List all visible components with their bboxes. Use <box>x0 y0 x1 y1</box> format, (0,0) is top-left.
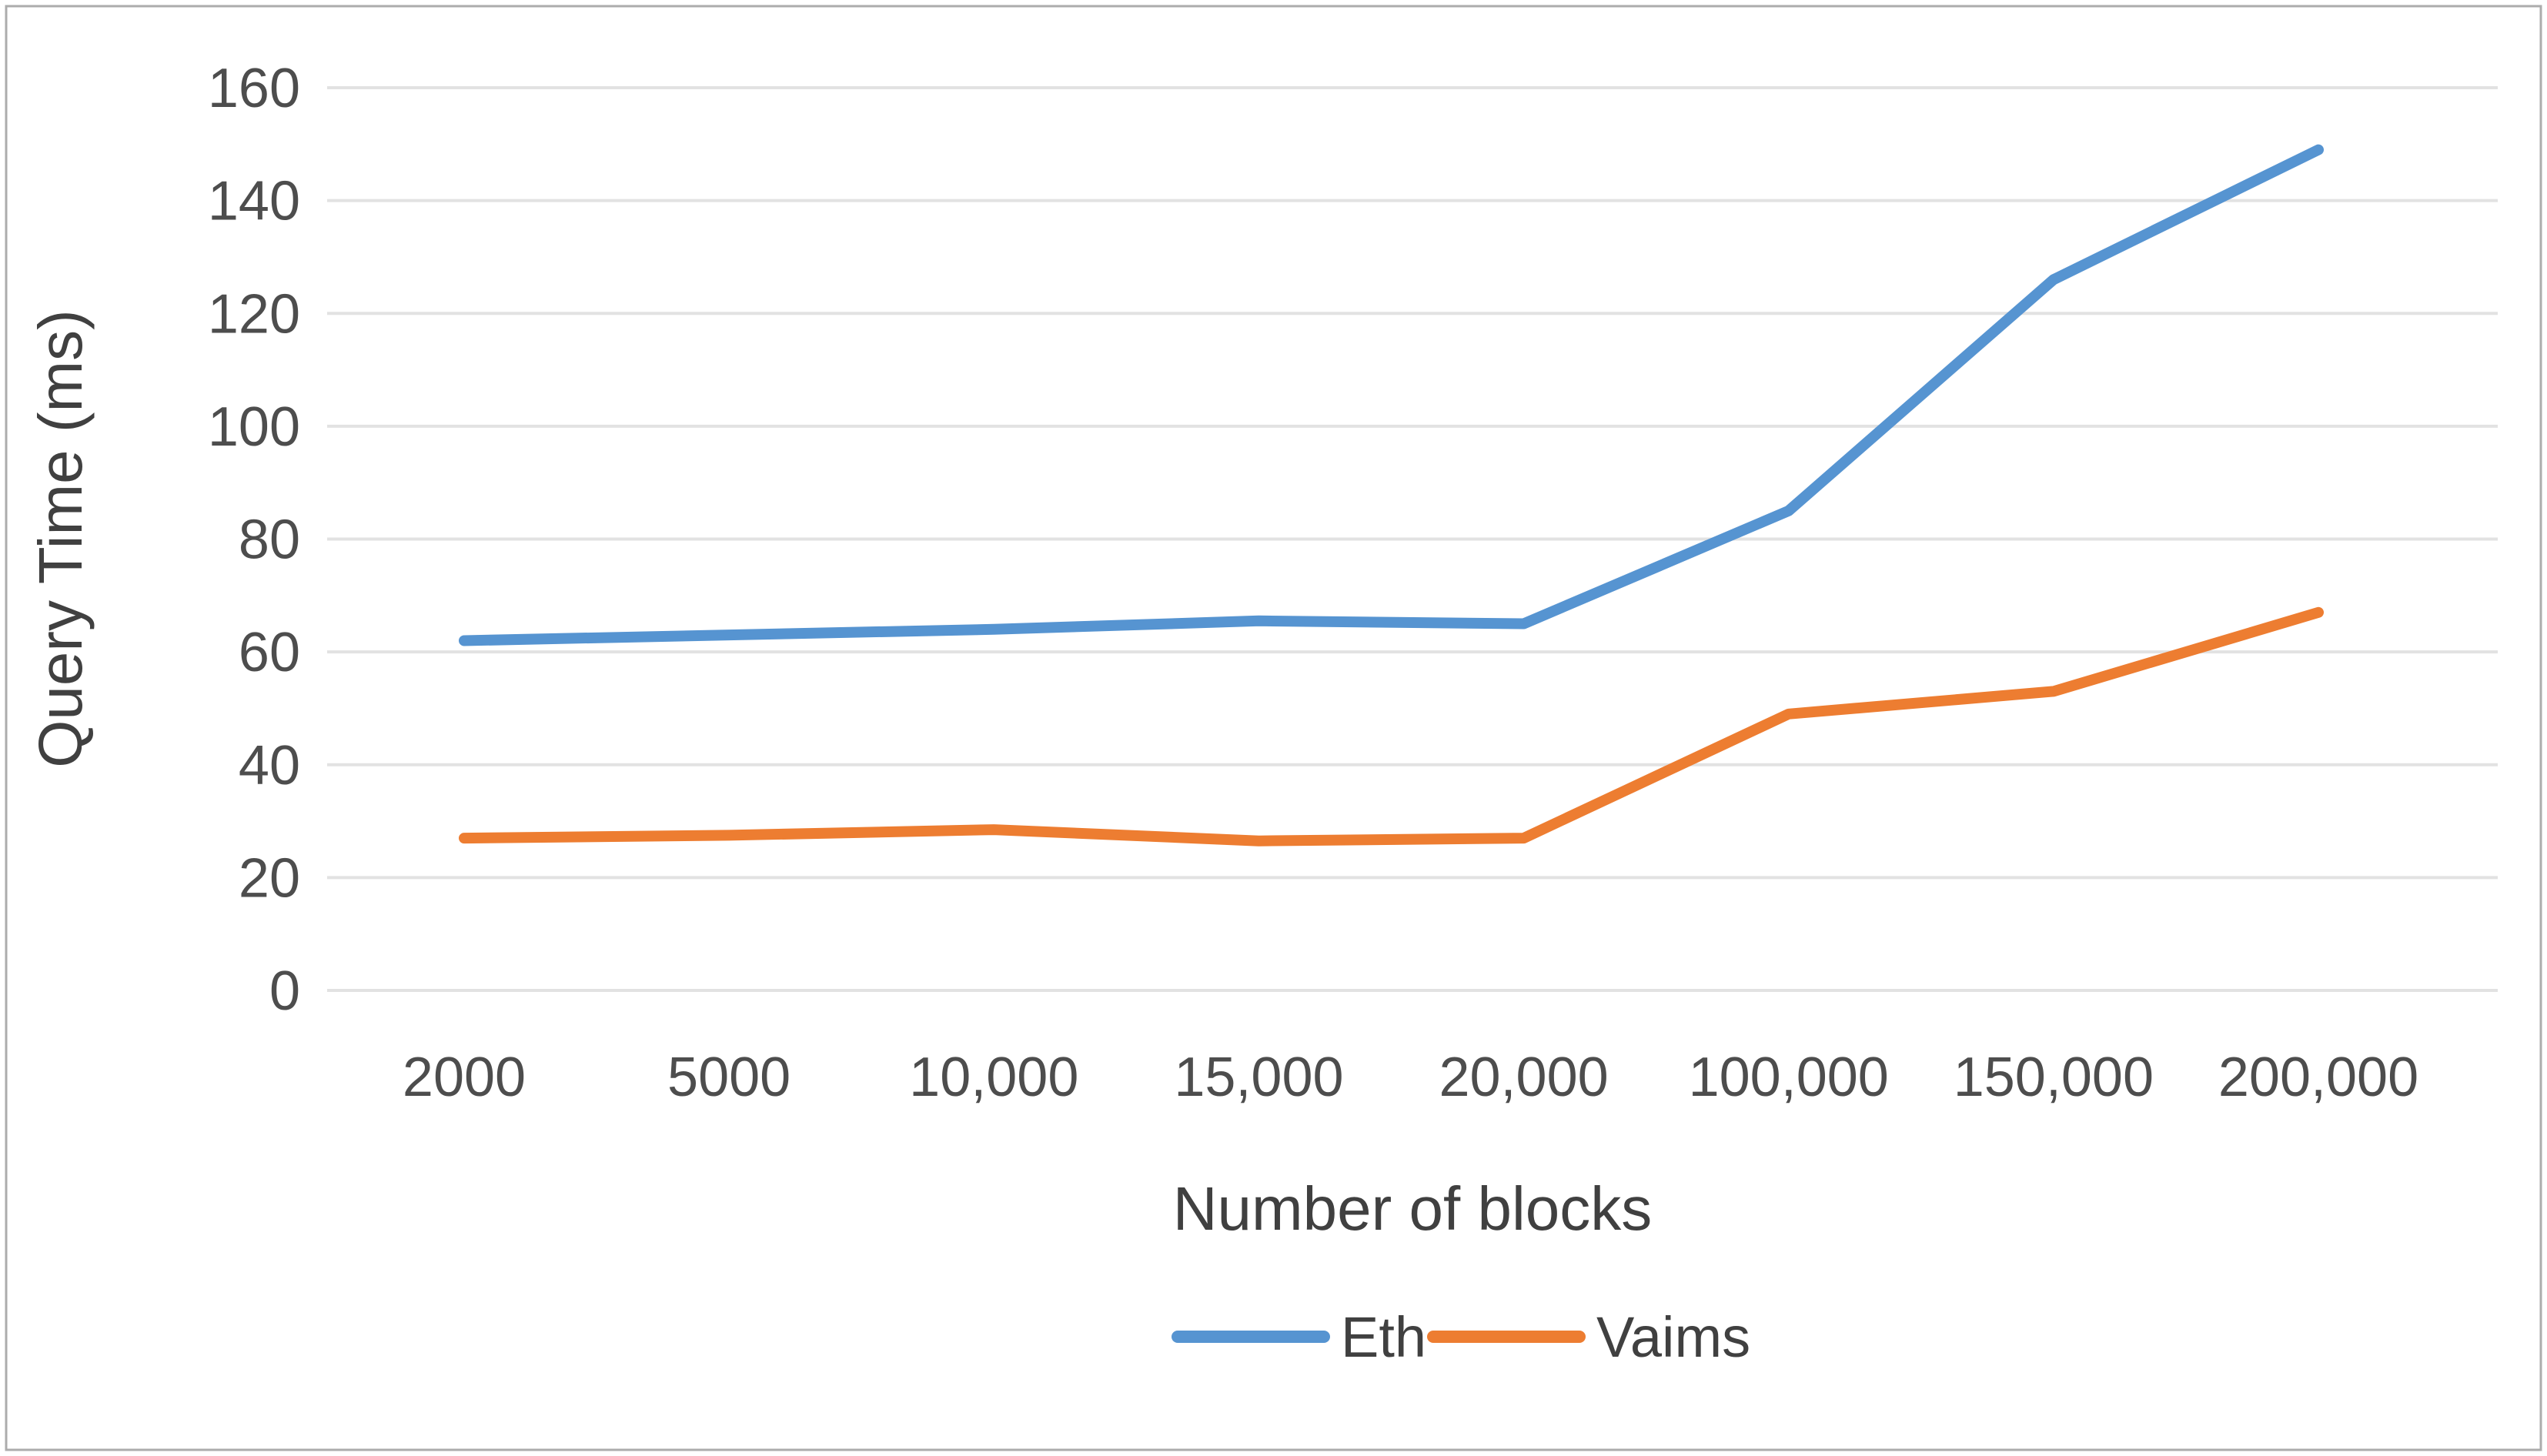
figure-border <box>5 5 2542 1451</box>
y-tick-label: 120 <box>208 283 300 345</box>
y-tick-label: 160 <box>208 58 300 119</box>
y-tick-label: 140 <box>208 171 300 232</box>
x-tick-label: 20,000 <box>1439 1047 1608 1108</box>
y-tick-label: 80 <box>239 509 300 571</box>
x-tick-label: 150,000 <box>1954 1047 2154 1108</box>
y-tick-label: 0 <box>269 960 300 1022</box>
x-tick-label: 200,000 <box>2218 1047 2418 1108</box>
y-tick-label: 60 <box>239 622 300 683</box>
legend-label-vaims: Vaims <box>1596 1305 1750 1369</box>
y-axis-title: Query Time (ms) <box>26 309 95 768</box>
series-line-vaims <box>459 606 2324 847</box>
y-tick-label: 40 <box>239 735 300 796</box>
y-tick-label: 20 <box>239 847 300 909</box>
x-tick-label: 2000 <box>403 1047 526 1108</box>
x-tick-label: 100,000 <box>1689 1047 1889 1108</box>
series-line-eth <box>459 144 2324 646</box>
x-axis-title: Number of blocks <box>1173 1174 1652 1243</box>
x-tick-label: 10,000 <box>909 1047 1078 1108</box>
y-tick-label: 100 <box>208 396 300 458</box>
legend-label-eth: Eth <box>1341 1305 1426 1369</box>
x-tick-label: 5000 <box>667 1047 791 1108</box>
x-tick-label: 15,000 <box>1174 1047 1343 1108</box>
